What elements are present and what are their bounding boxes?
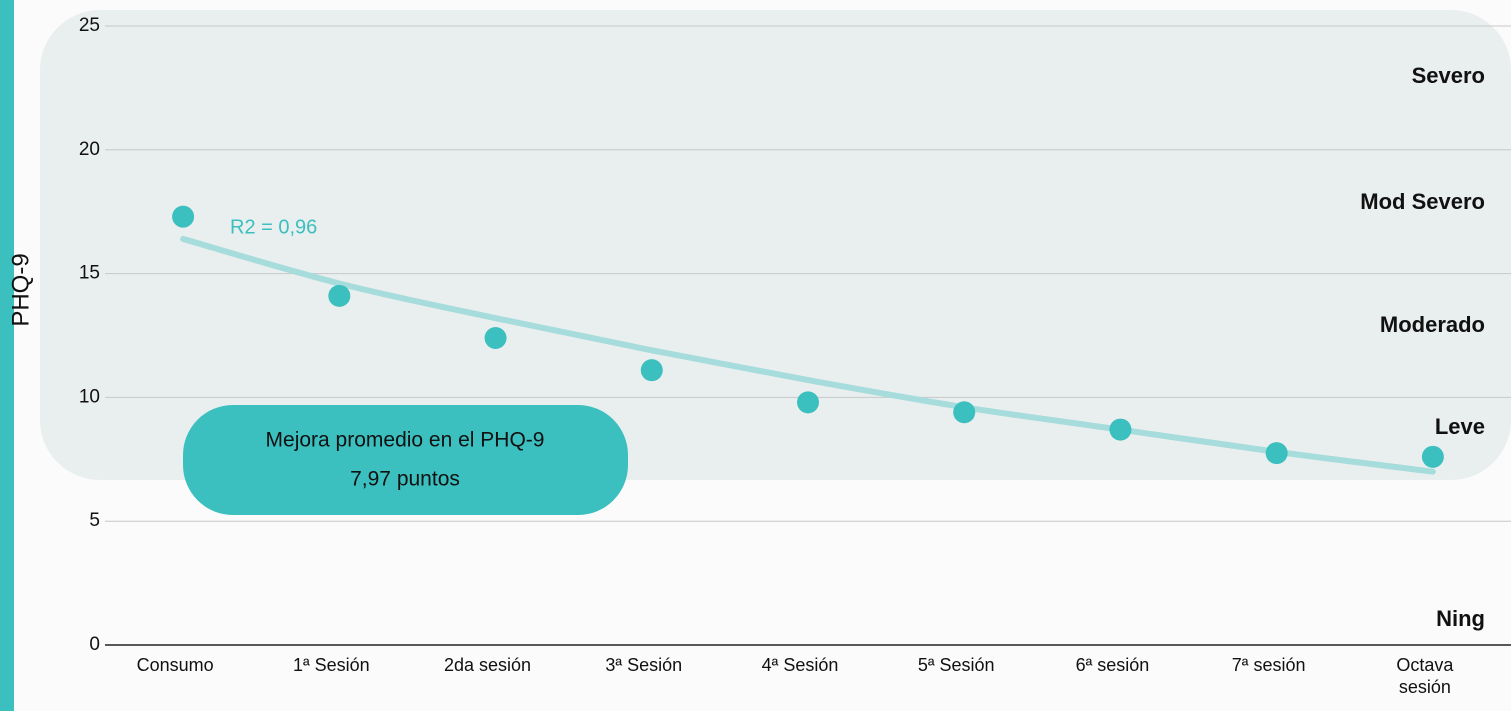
zone-label: Ning [1436, 606, 1485, 631]
data-point [953, 401, 976, 424]
y-tick-label: 25 [79, 15, 100, 36]
callout-box [183, 405, 628, 515]
y-tick-label: 20 [79, 139, 100, 160]
zone-label: Severo [1412, 63, 1485, 88]
zone-label: Mod Severo [1360, 189, 1485, 214]
x-tick-label: 3ª Sesión [605, 655, 683, 675]
trendline [180, 235, 1436, 475]
x-tick-label: 6ª sesión [1075, 655, 1150, 675]
x-tick-label: 7ª sesión [1231, 655, 1306, 675]
y-tick-label: 10 [79, 386, 100, 407]
data-point [640, 359, 663, 382]
y-tick-label: 15 [79, 263, 100, 284]
zone-label: Moderado [1380, 312, 1485, 337]
x-tick-label: 2da sesión [444, 655, 532, 675]
data-point [797, 391, 819, 414]
x-tick-label: Octava sesión [1396, 655, 1454, 697]
zone-label: Leve [1435, 414, 1485, 439]
x-tick-label: 1ª Sesión [292, 655, 370, 675]
left-decoration [0, 0, 14, 711]
background-brush [40, 10, 1511, 480]
data-point [328, 284, 351, 307]
y-tick-label: 0 [89, 634, 100, 655]
data-point [484, 326, 507, 349]
x-tick-label: 4ª Sesión [761, 655, 839, 675]
data-point [1421, 445, 1444, 468]
y-tick-label: 5 [89, 510, 100, 531]
data-point [1265, 442, 1288, 465]
x-tick-label: 5ª Sesión [917, 655, 995, 675]
callout-text: 7,97 puntos [350, 468, 460, 491]
callout-text: Mejora promedio en el PHQ-9 [266, 429, 545, 452]
r2-annotation: R2 = 0,96 [230, 216, 317, 238]
y-axis-label: PHQ-9 [7, 253, 34, 326]
x-tick-label: Consumo [136, 655, 214, 675]
data-point [172, 205, 195, 228]
data-point [1109, 418, 1132, 441]
